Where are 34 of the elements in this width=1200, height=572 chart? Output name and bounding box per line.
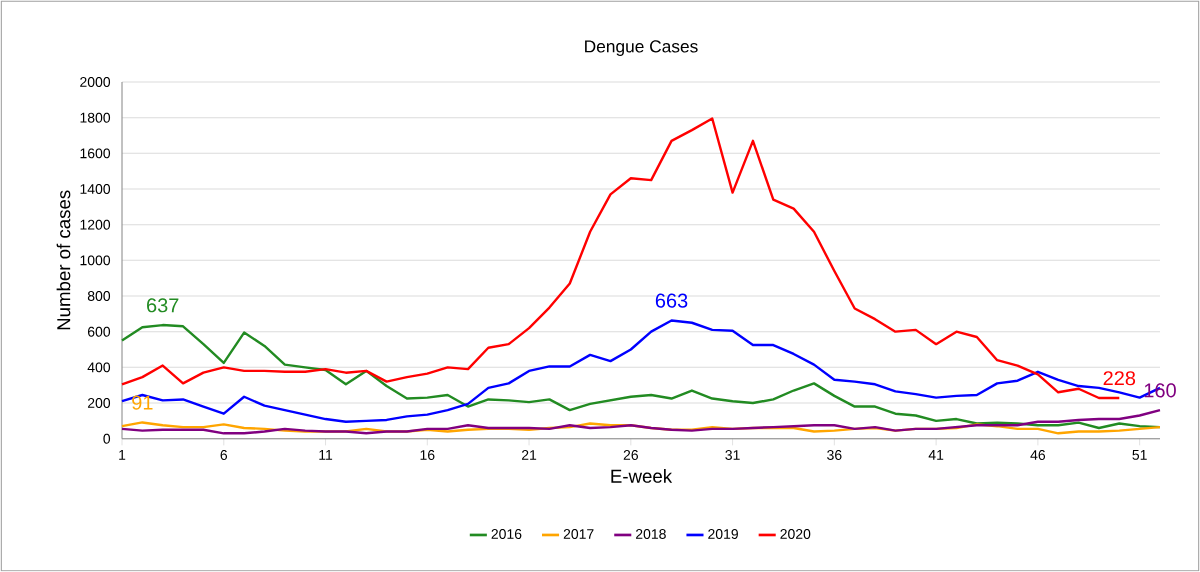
annotation: 663 bbox=[655, 293, 688, 308]
y-tick-label: 600 bbox=[87, 326, 111, 337]
x-tick-label: 6 bbox=[220, 450, 228, 460]
chart-title: Dengue Cases bbox=[585, 40, 698, 56]
legend-label: 2018 bbox=[636, 529, 666, 539]
legend-label: 2016 bbox=[491, 529, 522, 539]
y-tick-label: 1400 bbox=[80, 184, 111, 194]
legend-label: 2020 bbox=[780, 529, 811, 539]
y-tick-label: 1800 bbox=[80, 112, 111, 123]
y-tick-label: 1600 bbox=[80, 148, 111, 159]
y-tick-label: 0 bbox=[103, 433, 111, 444]
y-tick-label: 200 bbox=[87, 398, 111, 408]
x-tick-label: 31 bbox=[725, 450, 740, 460]
x-axis-title: E-week bbox=[611, 469, 673, 483]
y-tick-label: 800 bbox=[87, 291, 111, 301]
annotation: 228 bbox=[1103, 371, 1136, 386]
y-tick-label: 1000 bbox=[80, 255, 111, 266]
x-tick-label: 21 bbox=[521, 450, 537, 460]
y-tick-label: 1200 bbox=[80, 219, 111, 230]
x-tick-label: 11 bbox=[319, 450, 333, 460]
x-tick-label: 1 bbox=[119, 450, 126, 460]
x-tick-label: 16 bbox=[420, 450, 435, 460]
x-tick-label: 46 bbox=[1030, 450, 1046, 460]
x-tick-label: 26 bbox=[623, 450, 638, 460]
y-tick-label: 400 bbox=[87, 362, 111, 373]
x-tick-label: 41 bbox=[928, 450, 944, 460]
x-tick-label: 51 bbox=[1132, 450, 1147, 460]
legend-label: 2017 bbox=[563, 529, 594, 539]
annotation: 91 bbox=[132, 395, 153, 410]
y-tick-label: 2000 bbox=[80, 77, 111, 87]
x-tick-label: 36 bbox=[827, 450, 842, 460]
y-axis-title: Number of cases bbox=[56, 190, 71, 330]
legend-label: 2019 bbox=[708, 529, 738, 539]
annotation: 637 bbox=[147, 298, 179, 313]
